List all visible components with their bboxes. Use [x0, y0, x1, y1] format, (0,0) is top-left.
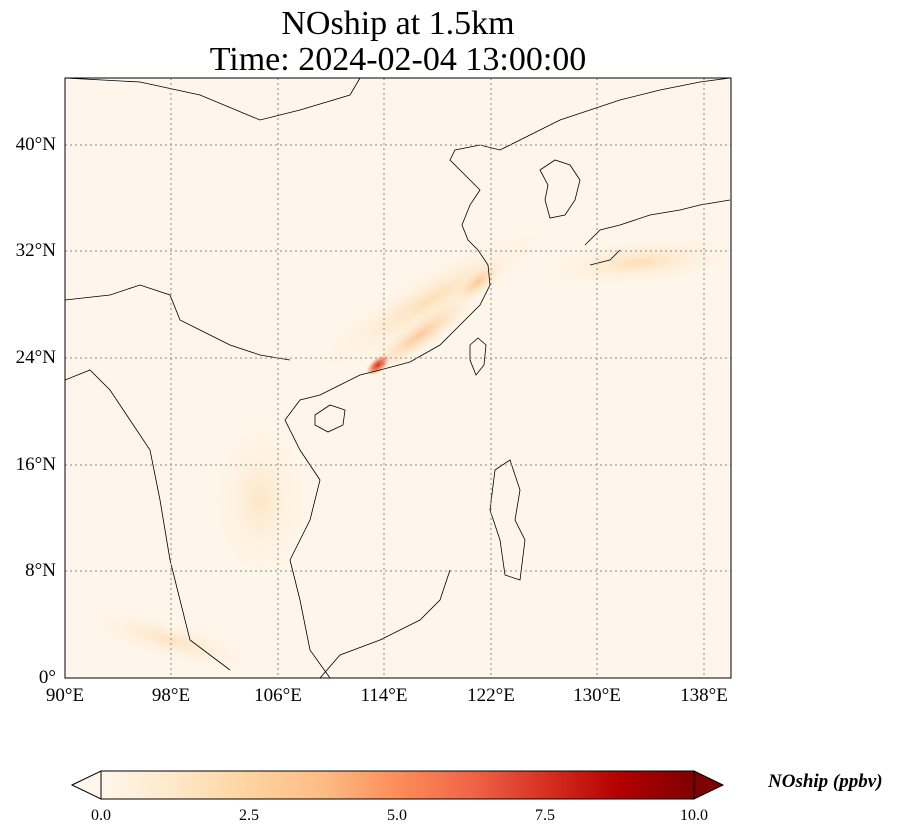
- x-tick-106e: 106°E: [254, 685, 302, 706]
- mainland-coast: [284, 78, 731, 678]
- colorbar: [70, 770, 725, 800]
- colorbar-tick-0: 0.0: [91, 807, 111, 824]
- map-title-line1: NOship at 1.5km: [281, 5, 515, 42]
- borneo: [319, 569, 451, 678]
- colorbar-tick-10: 10.0: [680, 807, 708, 824]
- plume-indochina: [205, 410, 315, 590]
- y-tick-32n: 32°N: [15, 240, 56, 261]
- x-tick-138e: 138°E: [680, 685, 728, 706]
- y-tick-24n: 24°N: [15, 347, 56, 368]
- concentration-field: [73, 220, 731, 674]
- y-tick-0: 0°: [38, 667, 56, 688]
- colorbar-tick-7-5: 7.5: [535, 807, 555, 824]
- colorbar-extend-high: [693, 770, 725, 800]
- x-tick-98e: 98°E: [151, 685, 191, 706]
- map-title-line2: Time: 2024-02-04 13:00:00: [209, 41, 587, 78]
- map-background: [65, 78, 731, 678]
- colorbar-gradient: [100, 770, 695, 800]
- x-tick-122e: 122°E: [467, 685, 515, 706]
- taiwan: [469, 337, 487, 376]
- x-tick-90e: 90°E: [45, 685, 85, 706]
- x-tick-130e: 130°E: [573, 685, 621, 706]
- plume-east-band: [530, 235, 731, 289]
- y-tick-16n: 16°N: [15, 454, 56, 475]
- north-border: [65, 78, 361, 121]
- colorbar-tick-2-5: 2.5: [239, 807, 259, 824]
- hainan: [314, 404, 346, 433]
- map-frame: [64, 77, 732, 679]
- colorbar-extend-low: [70, 770, 102, 800]
- x-tick-114e: 114°E: [360, 685, 408, 706]
- colorbar-label: NOship (ppbv): [768, 771, 883, 792]
- colorbar-tick-5: 5.0: [387, 807, 407, 824]
- borders: [65, 284, 291, 671]
- korea: [539, 159, 581, 219]
- y-tick-8n: 8°N: [25, 560, 56, 581]
- gridlines: [65, 78, 731, 678]
- plume-pearl-river: [361, 292, 479, 378]
- plume-coastal-band: [299, 220, 561, 380]
- plume-taiwan-strait: [453, 260, 503, 304]
- plume-malacca: [73, 606, 267, 674]
- philippines: [489, 459, 526, 581]
- y-tick-40n: 40°N: [15, 134, 56, 155]
